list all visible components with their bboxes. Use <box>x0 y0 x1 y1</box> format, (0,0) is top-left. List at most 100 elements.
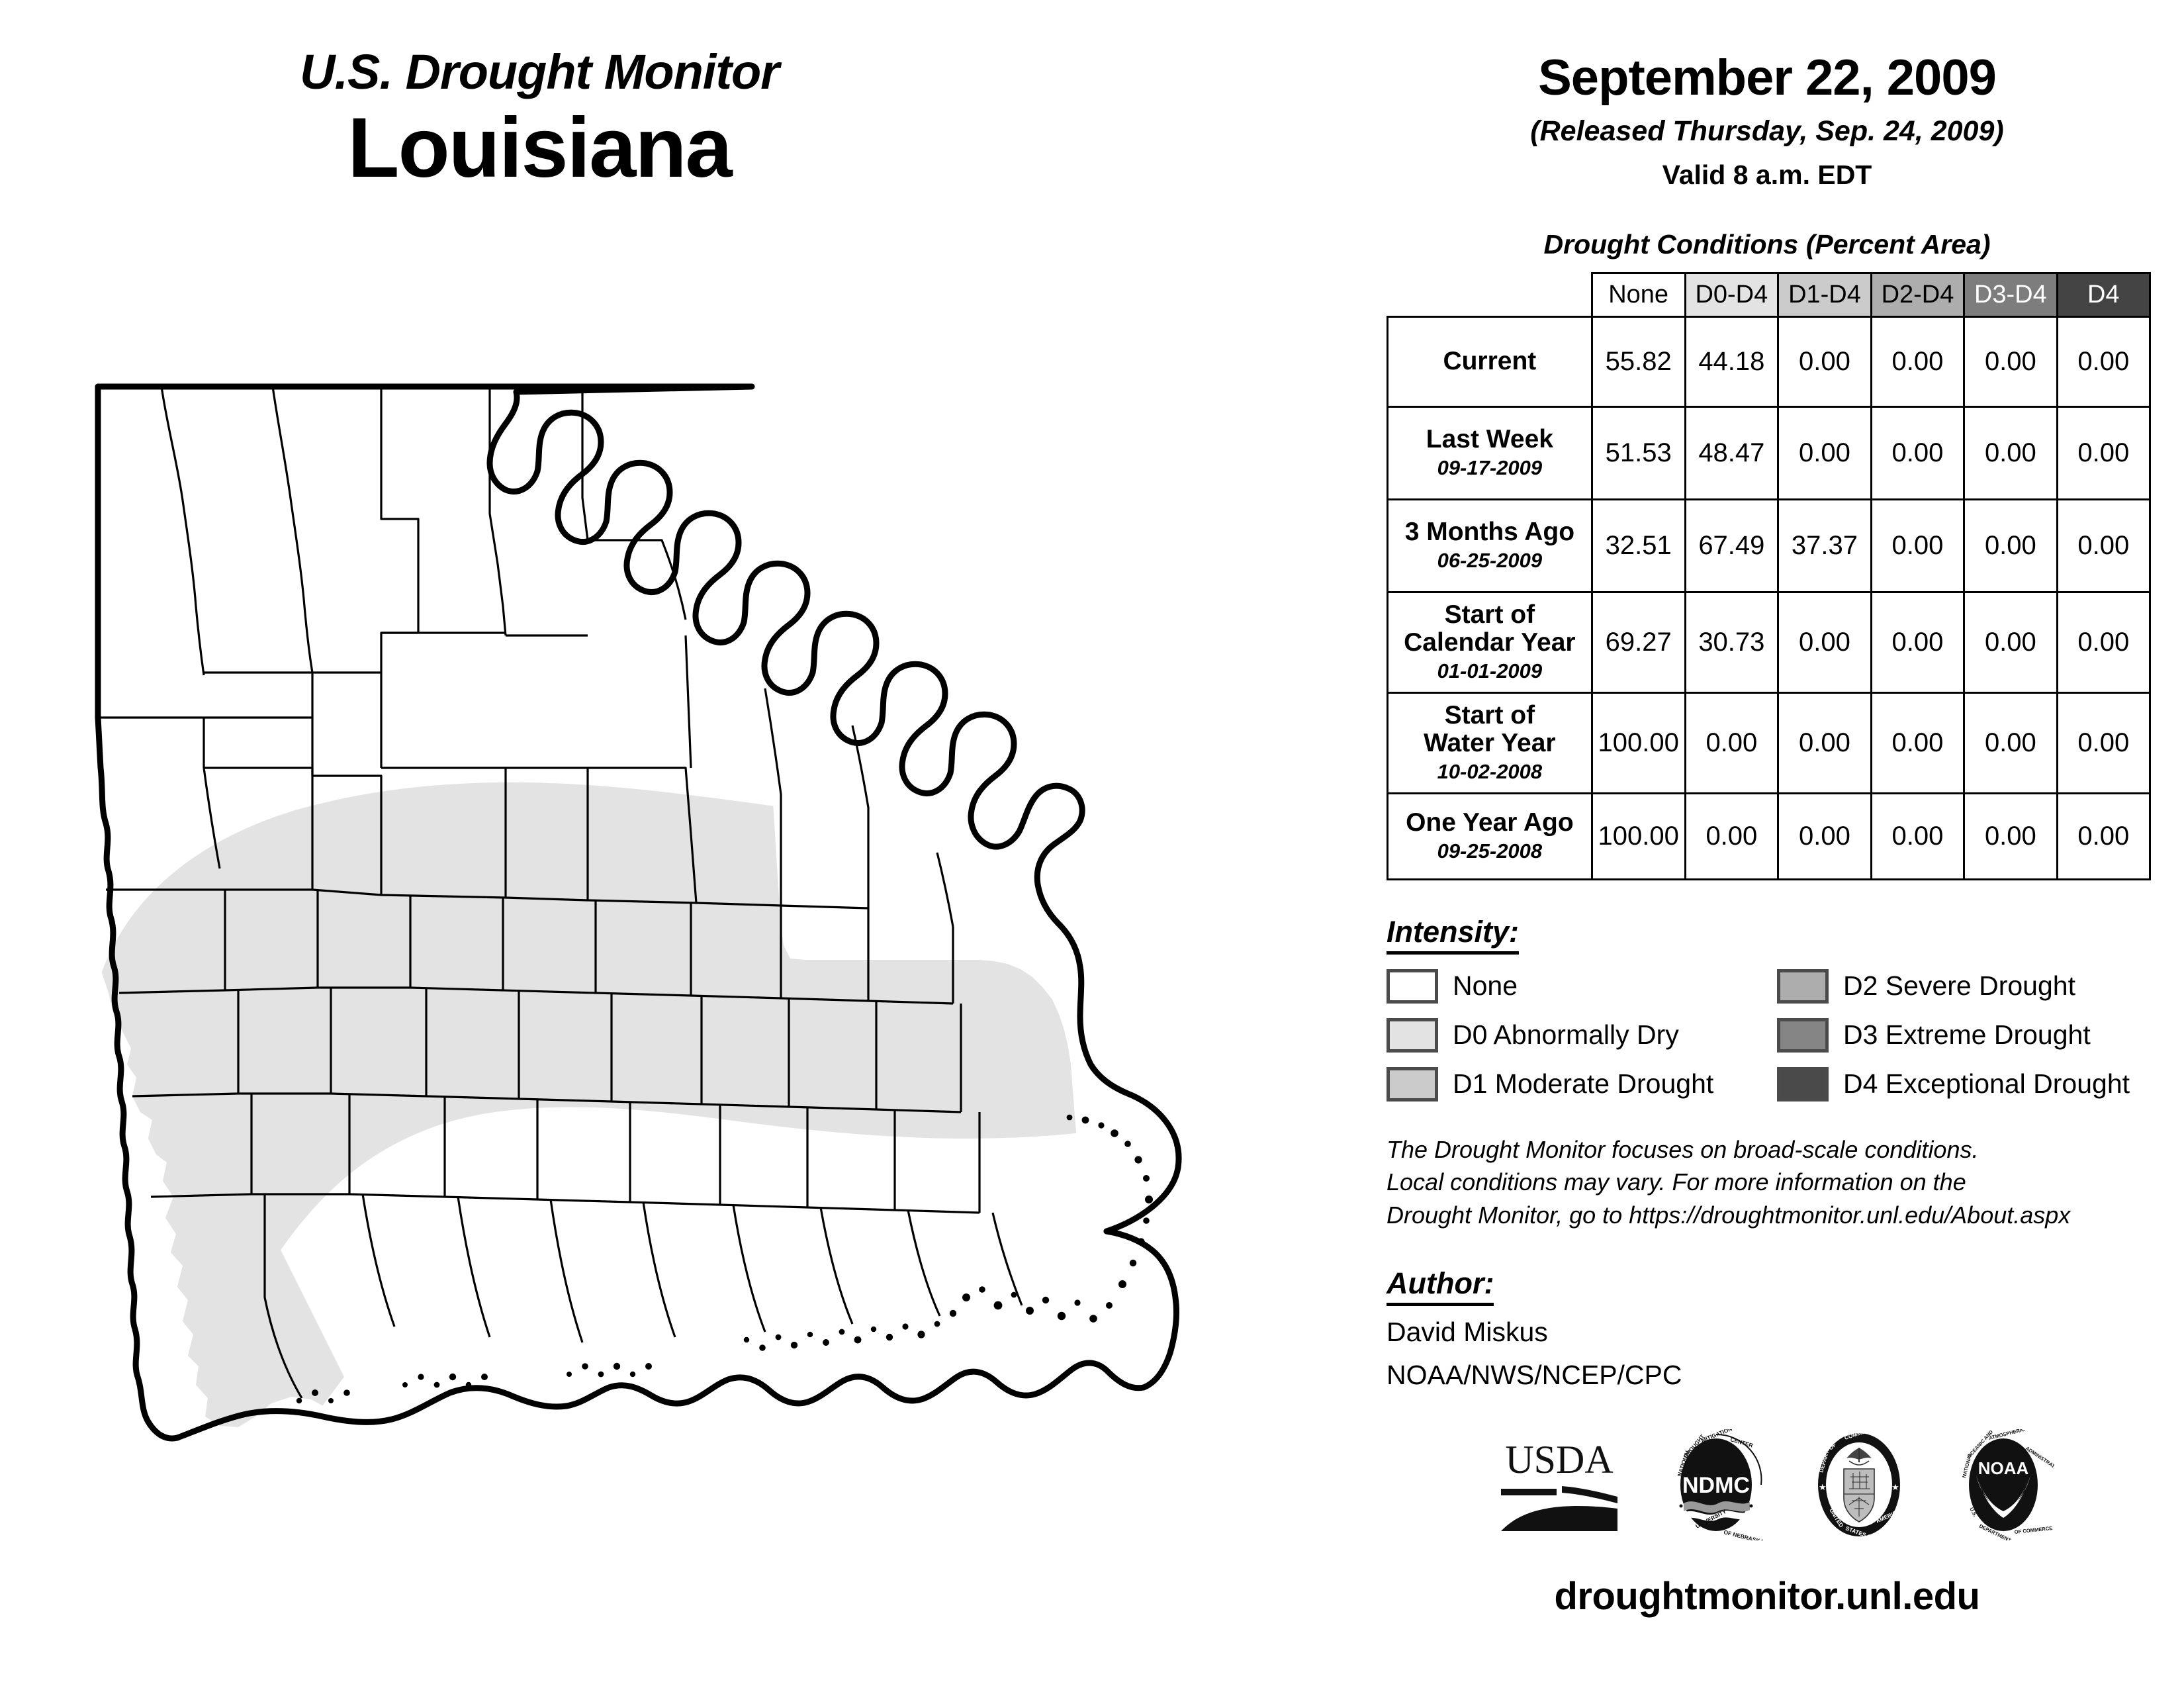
cell-lastweek-d4: 0.00 <box>2056 405 2152 500</box>
cell-3mo-d4: 0.00 <box>2056 498 2152 593</box>
svg-text:USDA: USDA <box>1505 1438 1613 1481</box>
noaa-logo: NOAA NATIONAL OCEANIC AND ATMOSPHERIC AD… <box>1952 1427 2064 1544</box>
svg-text:NOAA: NOAA <box>1978 1458 2029 1478</box>
cell-water-none: 100.00 <box>1590 691 1686 794</box>
cell-lastweek-d3d4: 0.00 <box>1963 405 2058 500</box>
legend-swatch-d4 <box>1777 1066 1829 1102</box>
cell-water-d1d4: 0.00 <box>1777 691 1872 794</box>
column-header-d0-d4: D0-D4 <box>1684 271 1780 318</box>
louisiana-map-svg[interactable] <box>40 371 1337 1496</box>
cell-3mo-d3d4: 0.00 <box>1963 498 2058 593</box>
usda-logo: USDA <box>1493 1432 1625 1541</box>
row-label-current: Current <box>1387 315 1593 408</box>
cell-3mo-d1d4: 37.37 <box>1777 498 1872 593</box>
louisiana-map[interactable] <box>40 371 1337 1496</box>
cell-cal-d1d4: 0.00 <box>1777 590 1872 694</box>
cell-3mo-none: 32.51 <box>1590 498 1686 593</box>
legend-item-d1: D1 Moderate Drought <box>1387 1066 1777 1102</box>
legend-label-d4: D4 Exceptional Drought <box>1843 1068 2130 1100</box>
cell-cal-d3d4: 0.00 <box>1963 590 2058 694</box>
ndmc-logo: NDMC NATIONAL DROUGHT MITIGATION CENTER … <box>1666 1425 1766 1545</box>
cell-current-none: 55.82 <box>1590 315 1686 408</box>
legend-grid: None D2 Severe Drought D0 Abnormally Dry… <box>1387 968 2184 1102</box>
column-header-d1-d4: D1-D4 <box>1777 271 1872 318</box>
cell-water-d0d4: 0.00 <box>1684 691 1780 794</box>
drought-conditions-table: None D0-D4 D1-D4 D2-D4 D3-D4 D4 Current … <box>1387 271 2152 880</box>
legend-item-none: None <box>1387 968 1777 1004</box>
disclaimer-line-3: Drought Monitor, go to https://droughtmo… <box>1387 1201 2071 1229</box>
svg-text:★: ★ <box>1819 1482 1827 1492</box>
legend-label-d3: D3 Extreme Drought <box>1843 1019 2091 1051</box>
table-row: 3 Months Ago 06-25-2009 32.51 67.49 37.3… <box>1387 498 2152 593</box>
column-header-none: None <box>1590 271 1686 318</box>
cell-current-d0d4: 44.18 <box>1684 315 1780 408</box>
cell-oneyear-d1d4: 0.00 <box>1777 792 1872 880</box>
column-header-d2-d4: D2-D4 <box>1870 271 1966 318</box>
table-row: Current 55.82 44.18 0.00 0.00 0.00 0.00 <box>1387 315 2152 408</box>
cell-cal-none: 69.27 <box>1590 590 1686 694</box>
program-title: U.S. Drought Monitor <box>300 44 780 99</box>
rl-water-line: Start of Water Year <box>1424 701 1556 758</box>
legend-swatch-d1 <box>1387 1066 1438 1102</box>
svg-text:OF COMMERCE: OF COMMERCE <box>2014 1525 2052 1535</box>
row-label-one-year-ago: One Year Ago 09-25-2008 <box>1387 792 1593 880</box>
disclaimer-line-1: The Drought Monitor focuses on broad-sca… <box>1387 1135 1979 1163</box>
author-block: Author: David Miskus NOAA/NWS/NCEP/CPC <box>1387 1266 2184 1393</box>
legend-label-none: None <box>1453 970 1518 1002</box>
legend-item-d3: D3 Extreme Drought <box>1777 1017 2174 1053</box>
row-label-last-week: Last Week 09-17-2009 <box>1387 405 1593 500</box>
date-block: September 22, 2009 (Released Thursday, S… <box>1350 0 2184 191</box>
page-title: U.S. Drought Monitor Louisiana <box>60 46 1019 191</box>
report-date: September 22, 2009 <box>1538 50 1997 106</box>
column-header-d3-d4: D3-D4 <box>1963 271 2058 318</box>
table-row: Start of Water Year 10-02-2008 100.00 0.0… <box>1387 691 2152 794</box>
cell-oneyear-d2d4: 0.00 <box>1870 792 1966 880</box>
cell-lastweek-d0d4: 48.47 <box>1684 405 1780 500</box>
cell-lastweek-d2d4: 0.00 <box>1870 405 1966 500</box>
legend-swatch-d0 <box>1387 1017 1438 1053</box>
svg-text:★: ★ <box>1891 1482 1899 1492</box>
cell-water-d3d4: 0.00 <box>1963 691 2058 794</box>
cell-current-d2d4: 0.00 <box>1870 315 1966 408</box>
intensity-legend-title: Intensity: <box>1387 915 1520 955</box>
disclaimer-text: The Drought Monitor focuses on broad-sca… <box>1387 1133 2167 1232</box>
legend-label-d2: D2 Severe Drought <box>1843 970 2075 1002</box>
cell-cal-d0d4: 30.73 <box>1684 590 1780 694</box>
cell-lastweek-d1d4: 0.00 <box>1777 405 1872 500</box>
table-row: One Year Ago 09-25-2008 100.00 0.00 0.00… <box>1387 792 2152 880</box>
legend-item-d4: D4 Exceptional Drought <box>1777 1066 2174 1102</box>
release-date: (Released Thursday, Sep. 24, 2009) <box>1530 115 2004 147</box>
row-label-3-months-ago: 3 Months Ago 06-25-2009 <box>1387 498 1593 593</box>
column-header-d4: D4 <box>2056 271 2152 318</box>
right-panel: September 22, 2009 (Released Thursday, S… <box>1350 0 2184 1688</box>
cell-water-d4: 0.00 <box>2056 691 2152 794</box>
legend-label-d0: D0 Abnormally Dry <box>1453 1019 1679 1051</box>
cell-oneyear-d0d4: 0.00 <box>1684 792 1780 880</box>
cell-oneyear-d4: 0.00 <box>2056 792 2152 880</box>
cell-cal-d4: 0.00 <box>2056 590 2152 694</box>
row-label-start-of-calendar-year: Start of Calendar Year 01-01-2009 <box>1387 590 1593 694</box>
table-row: Start of Calendar Year 01-01-2009 69.27 3… <box>1387 590 2152 694</box>
cell-water-d2d4: 0.00 <box>1870 691 1966 794</box>
cell-current-d1d4: 0.00 <box>1777 315 1872 408</box>
author-title: Author: <box>1387 1266 1494 1306</box>
legend-label-d1: D1 Moderate Drought <box>1453 1068 1714 1100</box>
svg-text:OF NEBRASKA: OF NEBRASKA <box>1723 1529 1765 1541</box>
cell-cal-d2d4: 0.00 <box>1870 590 1966 694</box>
table-header-row: None D0-D4 D1-D4 D2-D4 D3-D4 D4 <box>1388 271 2152 318</box>
rl-cal-line: Start of Calendar Year <box>1404 600 1576 657</box>
doc-logo: DEPARTMENT OF COMMERCE UNITED STATES OF … <box>1807 1425 1911 1544</box>
intensity-legend: Intensity: None D2 Severe Drought D0 Abn… <box>1387 915 2184 1102</box>
table-corner-cell <box>1388 273 1592 316</box>
delta-marsh-stipple <box>296 1114 1153 1404</box>
cell-oneyear-none: 100.00 <box>1590 792 1686 880</box>
table-caption: Drought Conditions (Percent Area) <box>1543 228 1991 259</box>
author-name: David Miskus <box>1387 1316 1548 1347</box>
cell-3mo-d0d4: 67.49 <box>1684 498 1780 593</box>
state-outline <box>95 383 1182 1442</box>
logo-row: USDA NDMC NATIO <box>1350 1425 2184 1545</box>
legend-item-d2: D2 Severe Drought <box>1777 968 2174 1004</box>
row-label-start-of-water-year: Start of Water Year 10-02-2008 <box>1387 691 1593 794</box>
footer-url[interactable]: droughtmonitor.unl.edu <box>1554 1575 1980 1618</box>
table-row: Last Week 09-17-2009 51.53 48.47 0.00 0.… <box>1387 405 2152 500</box>
